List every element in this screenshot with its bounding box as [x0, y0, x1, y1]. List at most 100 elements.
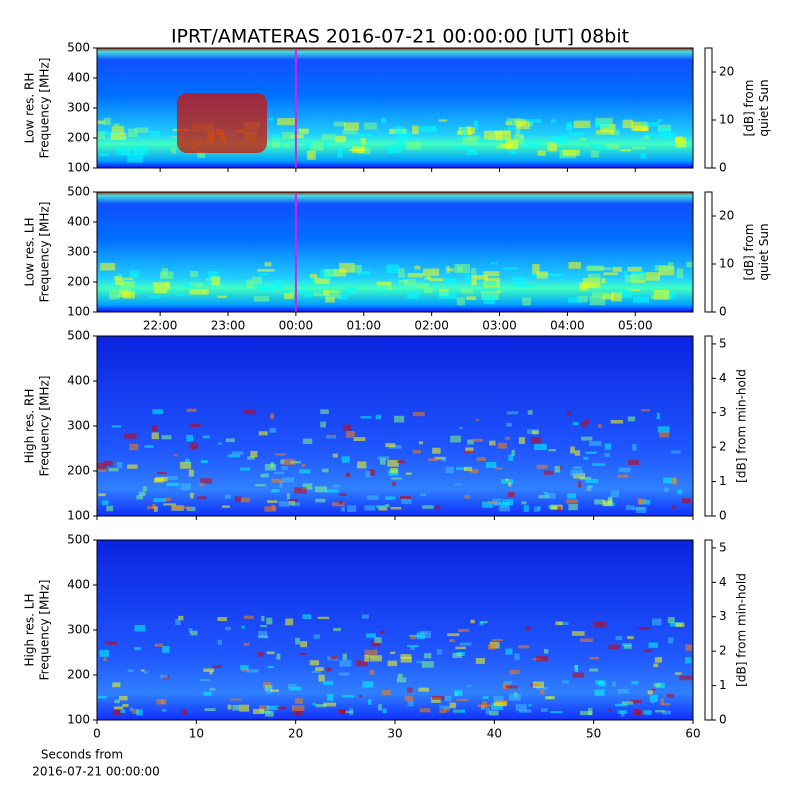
spectrogram-patch	[585, 451, 597, 454]
spectrogram-patch	[134, 624, 146, 632]
spectrogram-patch	[346, 430, 355, 438]
spectrogram-patch	[165, 282, 171, 285]
spectrogram-patch	[203, 668, 215, 672]
spectrogram-patch	[239, 704, 250, 712]
spectrogram-patch	[594, 689, 605, 696]
spectrogram-patch	[459, 642, 472, 646]
spectrogram-patch	[622, 643, 632, 647]
spectrogram-patch	[243, 409, 256, 415]
colorbar-tick-label: 0	[719, 509, 727, 523]
spectrogram-patch	[243, 642, 250, 646]
spectrogram-patch	[596, 130, 614, 135]
spectrogram-patch	[423, 268, 440, 276]
spectrogram-patch	[183, 283, 194, 288]
spectrogram-patch	[627, 266, 642, 272]
spectrogram-patch	[315, 703, 327, 708]
spectrogram-patch	[483, 271, 500, 277]
spectrogram-patch	[309, 141, 324, 151]
spectrogram-patch	[428, 458, 439, 461]
spectrogram-patch	[593, 621, 607, 628]
spectrogram-patch	[189, 423, 201, 428]
spectrogram-patch	[587, 273, 601, 279]
spectrogram-patch	[369, 655, 378, 658]
spectrogram-patch	[361, 614, 369, 619]
spectrogram-patch	[604, 443, 612, 450]
spectrogram-patch	[505, 648, 513, 655]
spectrogram-patch	[612, 266, 623, 272]
spectrogram-patch	[273, 134, 280, 142]
spectrogram-patch	[199, 679, 211, 682]
y-tick-label: 500	[67, 185, 90, 199]
spectrogram-patch	[653, 663, 659, 668]
spectrogram-patch	[339, 660, 352, 667]
spectrogram-patch	[321, 134, 337, 141]
spectrogram-patch	[509, 670, 520, 675]
y-tick-label: 100	[67, 509, 90, 523]
spectrogram-patch	[508, 693, 521, 701]
spectrogram-patch	[112, 682, 121, 688]
spectrogram-patch	[258, 431, 268, 436]
spectrogram-patch	[545, 696, 555, 700]
spectrogram-patch	[412, 125, 419, 135]
colorbar	[704, 47, 713, 169]
spectrogram-patch	[161, 708, 167, 712]
spectrogram-patch	[209, 670, 213, 675]
spectrogram-patch	[129, 270, 139, 279]
spectrogram-patch	[127, 669, 134, 672]
spectrogram-patch	[407, 701, 414, 707]
spectrogram-patch	[566, 499, 578, 504]
spectrogram-patch	[497, 290, 502, 293]
spectrogram-patch	[438, 291, 456, 300]
spectrogram-patch	[543, 649, 549, 654]
spectrogram-patch	[394, 415, 405, 423]
spectrogram-patch	[595, 121, 610, 128]
spectrogram-patch	[579, 137, 587, 141]
y-tick-label: 300	[67, 245, 90, 259]
spectrogram-patch	[543, 470, 554, 475]
spectrogram-patch	[111, 126, 125, 134]
spectrogram-patch	[141, 669, 145, 672]
spectrogram-patch	[615, 636, 623, 641]
spectrogram-patch	[300, 283, 307, 287]
spectrogram-patch	[536, 655, 549, 662]
spectrogram-patch	[424, 275, 430, 281]
spectrogram-patch	[258, 284, 274, 291]
spectrogram-patch	[494, 467, 502, 470]
spectrogram-patch	[528, 703, 532, 707]
spectrogram-patch	[414, 265, 421, 270]
spectrogram-patch	[473, 120, 479, 130]
spectrogram-patch	[99, 649, 109, 657]
spectrogram-patch	[485, 281, 497, 286]
spectrogram-patch	[544, 273, 563, 277]
spectrogram-patch	[610, 490, 620, 498]
y-tick-label: 200	[67, 464, 90, 478]
spectrogram-patch	[253, 296, 270, 302]
spectrogram-patch	[508, 482, 512, 487]
spectrogram-patch	[260, 625, 267, 628]
spectrogram-patch	[406, 645, 419, 648]
y-axis-label: High res. RH	[23, 389, 37, 464]
spectrogram-patch	[516, 121, 530, 130]
spectrogram-patch	[181, 709, 187, 715]
spectrogram-patch	[252, 708, 265, 715]
spectrogram-patch	[536, 464, 548, 469]
spectrogram-patch	[614, 703, 628, 707]
spectrogram-patch	[483, 294, 496, 305]
spectrogram-patch	[685, 644, 693, 651]
spectrogram-patch	[269, 427, 276, 433]
colorbar-tick-label: 0	[719, 713, 727, 727]
spectrogram-patch	[264, 506, 277, 512]
x-axis-label: Seconds from	[41, 748, 123, 762]
spectrogram-patch	[628, 459, 639, 465]
spectrogram-patch	[583, 278, 601, 288]
spectrogram-patch	[589, 656, 600, 660]
spectrogram-patch	[551, 119, 557, 123]
spectrogram-patch	[625, 505, 634, 510]
spectrogram-patch	[444, 695, 452, 702]
spectrogram-patch	[439, 709, 447, 714]
spectrogram-patch	[263, 473, 269, 478]
spectrogram-patch	[637, 498, 643, 505]
spectrogram-patch	[147, 506, 154, 510]
spectrogram-patch	[265, 710, 274, 717]
spectrogram-patch	[363, 122, 377, 130]
